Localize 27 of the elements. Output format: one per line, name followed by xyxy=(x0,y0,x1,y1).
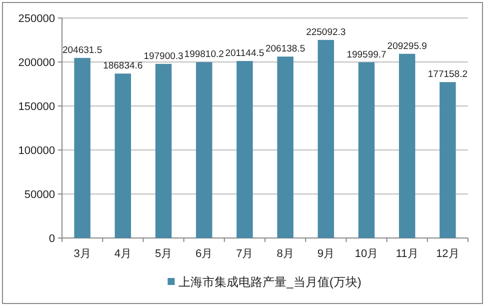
y-tick-label: 250000 xyxy=(18,13,55,25)
data-label: 199599.7 xyxy=(346,49,386,60)
x-tick-label: 11月 xyxy=(396,248,418,260)
x-tick-label: 7月 xyxy=(236,248,254,260)
x-tick-label: 6月 xyxy=(196,248,213,260)
x-tick-label: 8月 xyxy=(276,248,294,260)
x-tick-label: 5月 xyxy=(154,248,172,260)
data-label: 225092.3 xyxy=(306,26,346,38)
data-label: 186834.6 xyxy=(103,60,143,72)
data-label: 204631.5 xyxy=(62,44,102,56)
y-tick-label: 200000 xyxy=(18,57,55,69)
y-tick-label: 50000 xyxy=(24,189,55,201)
y-tick-label: 150000 xyxy=(18,101,55,113)
data-label: 201144.5 xyxy=(225,48,264,59)
data-label: 177158.2 xyxy=(428,69,468,80)
data-label: 197900.3 xyxy=(144,50,184,62)
y-tick-label: 100000 xyxy=(18,145,55,157)
x-tick-label: 10月 xyxy=(354,248,378,260)
x-tick-label: 9月 xyxy=(317,248,334,260)
x-tick-label: 4月 xyxy=(114,248,132,260)
x-tick-label: 3月 xyxy=(74,248,91,260)
y-tick-label: 0 xyxy=(48,233,55,245)
x-tick-label: 12月 xyxy=(436,248,460,260)
data-label: 199810.2 xyxy=(184,49,224,60)
data-label: 209295.9 xyxy=(387,40,427,52)
legend-label: 上海市集成电路产量_当月值(万块) xyxy=(178,275,362,289)
data-label: 206138.5 xyxy=(265,44,306,55)
